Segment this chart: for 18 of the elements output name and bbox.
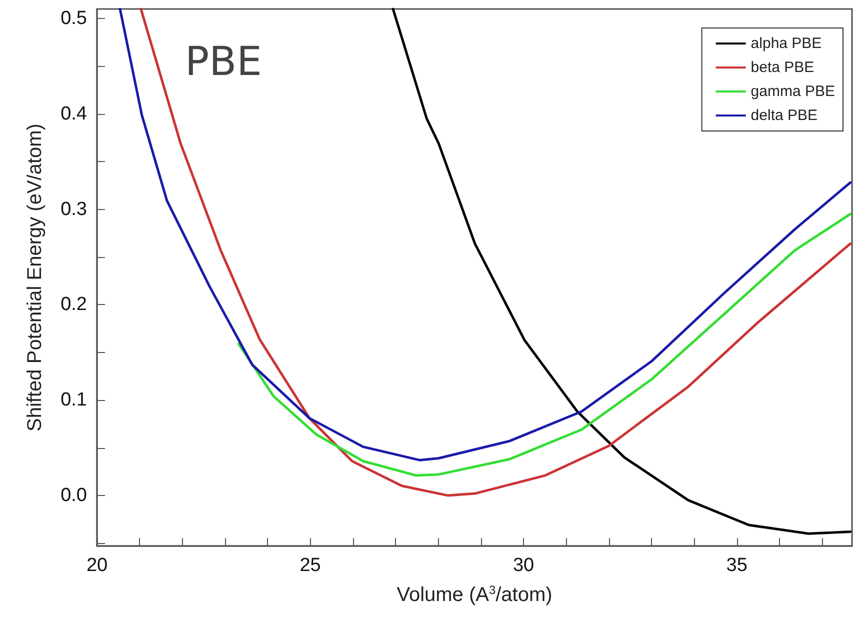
legend-label: beta PBE xyxy=(750,59,814,76)
x-tick-label: 35 xyxy=(726,555,748,576)
line-series xyxy=(237,212,852,477)
y-tick-label: 0.2 xyxy=(60,294,87,316)
y-tick-label: 0.0 xyxy=(60,484,87,506)
legend-label: gamma PBE xyxy=(750,83,836,100)
y-tick-label: 0.4 xyxy=(60,103,88,124)
x-tick-label: 25 xyxy=(300,555,321,576)
legend-label: alpha PBE xyxy=(750,35,822,52)
legend-label: delta PBE xyxy=(750,107,818,124)
y-tick-label: 0.3 xyxy=(60,198,87,220)
x-tick-label: 30 xyxy=(512,555,534,576)
annotation: PBE xyxy=(185,39,262,85)
line-series xyxy=(392,8,852,535)
y-tick-label: 0.5 xyxy=(60,8,87,30)
x-tick-label: 20 xyxy=(86,555,108,576)
y-axis-title: Shifted Potential Energy (eV/atom) xyxy=(24,124,46,432)
y-tick-label: 0.1 xyxy=(60,390,87,411)
